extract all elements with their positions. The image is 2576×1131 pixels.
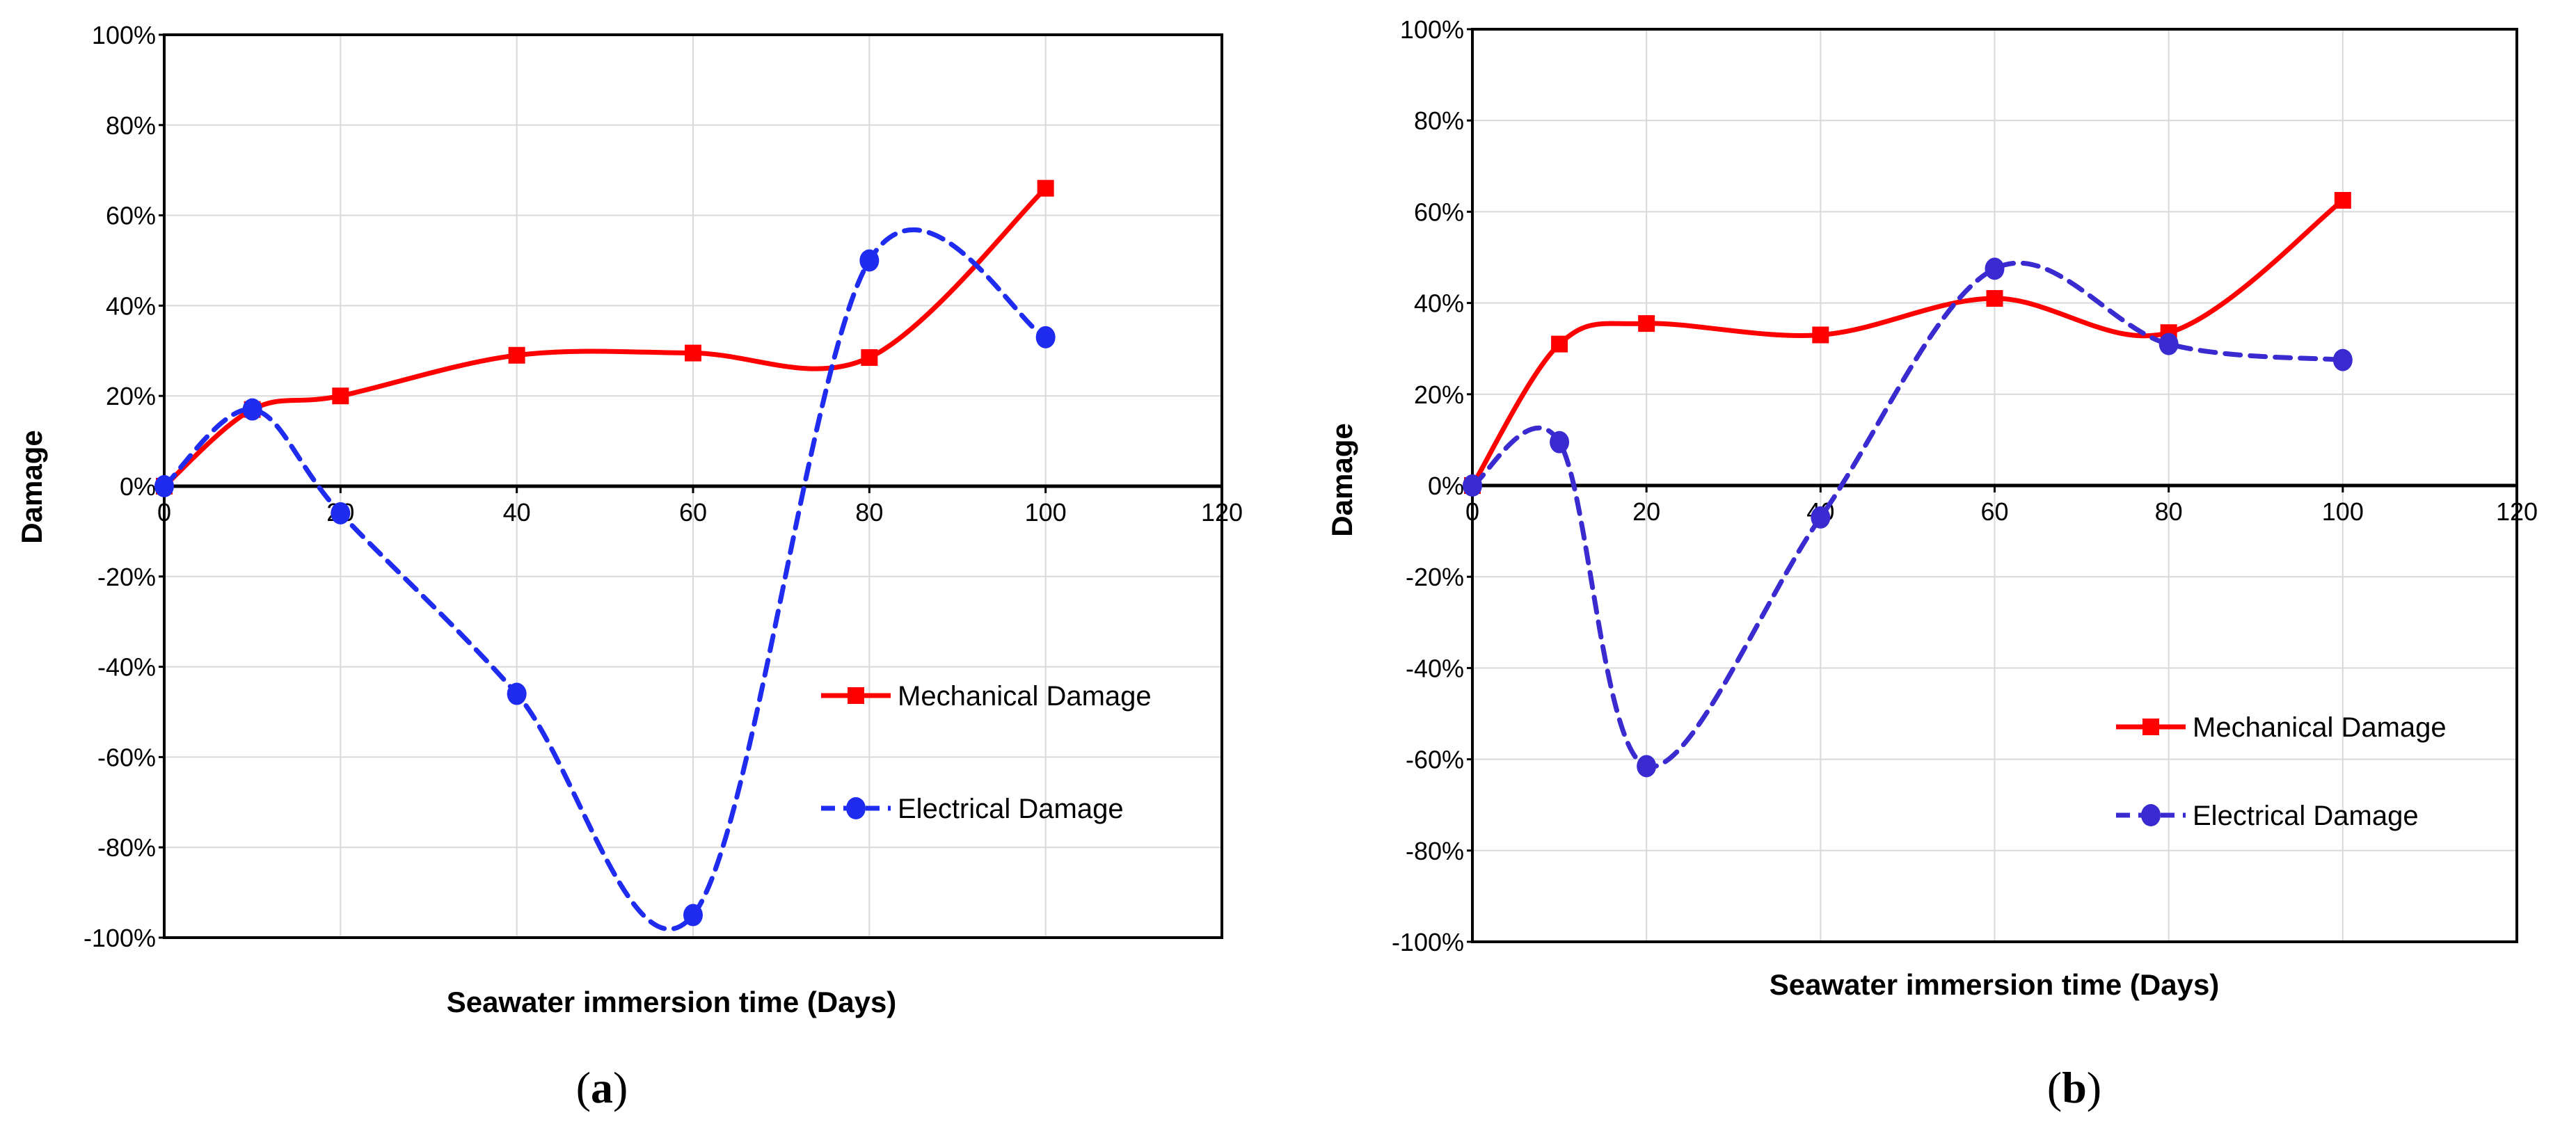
- chart-a-data-point-electrical: [1035, 326, 1056, 348]
- chart-b-data-point-mechanical: [1986, 290, 2003, 307]
- chart-a-data-point-electrical: [331, 502, 351, 524]
- chart-a-series-line: [161, 186, 1049, 489]
- chart-b-legend-marker: [2142, 719, 2159, 735]
- chart-panel-b: 100% 80% 60% 40% 20% 0% -20% -40% -60% -80% -100% 0…: [1326, 15, 2538, 1112]
- chart-b-y-tick-label: -40%: [1406, 654, 1464, 682]
- chart-b-data-point-electrical: [1637, 755, 1657, 778]
- chart-b-x-tick-label: 80: [2155, 497, 2183, 526]
- chart-a-data-point-electrical: [242, 398, 262, 421]
- chart-a-x-tick-label: 80: [855, 498, 883, 527]
- chart-b-x-axis-title: Seawater immersion time (Days): [1770, 968, 2220, 1001]
- chart-b-x-tick-label: 20: [1632, 497, 1660, 526]
- chart-b-y-tick-label: 40%: [1414, 289, 1464, 318]
- chart-b-data-point-mechanical: [1551, 335, 1568, 353]
- chart-a-x-tick-label: 120: [1201, 498, 1243, 527]
- chart-a-y-tick-label: 0%: [120, 472, 156, 501]
- chart-b-series-line: [1470, 260, 2346, 769]
- chart-a-y-tick-label: -40%: [97, 653, 156, 682]
- chart-a-x-tick-label: 100: [1025, 498, 1067, 527]
- chart-b-y-tick-label: -20%: [1406, 563, 1464, 591]
- chart-b-data-point-electrical: [1550, 431, 1570, 454]
- chart-b-x-tick-label: 60: [1980, 497, 2008, 526]
- chart-a-data-point-mechanical: [332, 387, 349, 405]
- chart-b-legend-label: Mechanical Damage: [2193, 712, 2447, 743]
- chart-b-data-point-electrical: [2332, 348, 2353, 371]
- chart-a-legend-label: Mechanical Damage: [898, 681, 1152, 712]
- chart-a-data-point-mechanical: [508, 346, 525, 364]
- chart-a-y-tick-label: -60%: [97, 743, 156, 771]
- chart-b-y-tick-label: 0%: [1428, 472, 1464, 500]
- chart-b-data-point-electrical: [1985, 257, 2005, 280]
- chart-b-x-tick-label: 120: [2496, 497, 2538, 526]
- chart-a-y-tick-label: 100%: [92, 21, 156, 49]
- chart-a-data-point-electrical: [683, 904, 703, 927]
- chart-a-legend-marker: [848, 687, 864, 704]
- chart-b-series-mechanical: [1464, 192, 2351, 494]
- chart-a-legend-marker: [846, 797, 866, 819]
- chart-b-data-point-electrical: [1811, 506, 1831, 529]
- chart-b-data-point-electrical: [2158, 332, 2179, 355]
- chart-a-data-point-mechanical: [1037, 179, 1054, 197]
- chart-a-panel-label: (a): [576, 1063, 628, 1112]
- chart-a-y-tick-label: -100%: [84, 924, 156, 952]
- chart-a-y-tick-label: 40%: [106, 291, 156, 320]
- chart-a-data-point-electrical: [859, 249, 880, 272]
- chart-a-series-electrical: [154, 227, 1056, 932]
- chart-b-y-tick-label: -80%: [1406, 837, 1464, 865]
- chart-b-x-tick-label: 0: [1465, 497, 1479, 526]
- chart-a-y-axis-title: Damage: [15, 430, 48, 543]
- chart-a-data-point-mechanical: [685, 344, 701, 362]
- chart-b-series-electrical: [1463, 257, 2353, 778]
- chart-a-data-point-mechanical: [861, 349, 878, 367]
- chart-a-x-axis-title: Seawater immersion time (Days): [447, 986, 897, 1018]
- chart-b-data-point-mechanical: [1638, 315, 1655, 332]
- chart-a-y-tick-label: 60%: [106, 202, 156, 230]
- chart-a-y-tick-label: 20%: [106, 382, 156, 410]
- chart-a-x-tick-label: 0: [157, 498, 171, 527]
- chart-a-y-tick-label: -80%: [97, 833, 156, 862]
- chart-b-legend-marker: [2141, 804, 2161, 826]
- chart-b-y-tick-label: 100%: [1400, 15, 1464, 44]
- chart-a-data-point-electrical: [154, 475, 174, 497]
- chart-a-legend: Mechanical Damage Electrical Damage: [821, 681, 1152, 824]
- chart-b-data-point-mechanical: [1812, 326, 1829, 344]
- chart-b-y-tick-label: -60%: [1406, 746, 1464, 774]
- chart-b-data-point-electrical: [1463, 474, 1482, 497]
- chart-b-y-tick-label: 20%: [1414, 380, 1464, 409]
- chart-b-series-line: [1470, 198, 2346, 488]
- chart-b-panel-label: (b): [2047, 1063, 2101, 1112]
- chart-b-legend-label: Electrical Damage: [2193, 801, 2419, 831]
- chart-b-y-tick-label: -100%: [1392, 928, 1464, 956]
- chart-panel-a: 100% 80% 60% 40% 20% 0% -20% -40% -60% -80% -100% 0…: [15, 21, 1243, 1112]
- chart-a-y-tick-label: 80%: [106, 111, 156, 140]
- chart-b-legend: Mechanical Damage Electrical Damage: [2116, 712, 2447, 831]
- chart-a-y-tick-label: -20%: [97, 563, 156, 591]
- chart-a-legend-label: Electrical Damage: [898, 794, 1124, 824]
- chart-a-data-point-electrical: [507, 682, 527, 705]
- chart-a-x-tick-label: 60: [679, 498, 707, 527]
- chart-b-y-tick-label: 80%: [1414, 106, 1464, 135]
- chart-b-y-axis-title: Damage: [1326, 423, 1358, 536]
- chart-b-data-point-mechanical: [2334, 192, 2351, 209]
- chart-b-x-tick-label: 100: [2322, 497, 2364, 526]
- chart-b-y-tick-label: 60%: [1414, 198, 1464, 226]
- chart-a-x-tick-label: 40: [503, 498, 531, 527]
